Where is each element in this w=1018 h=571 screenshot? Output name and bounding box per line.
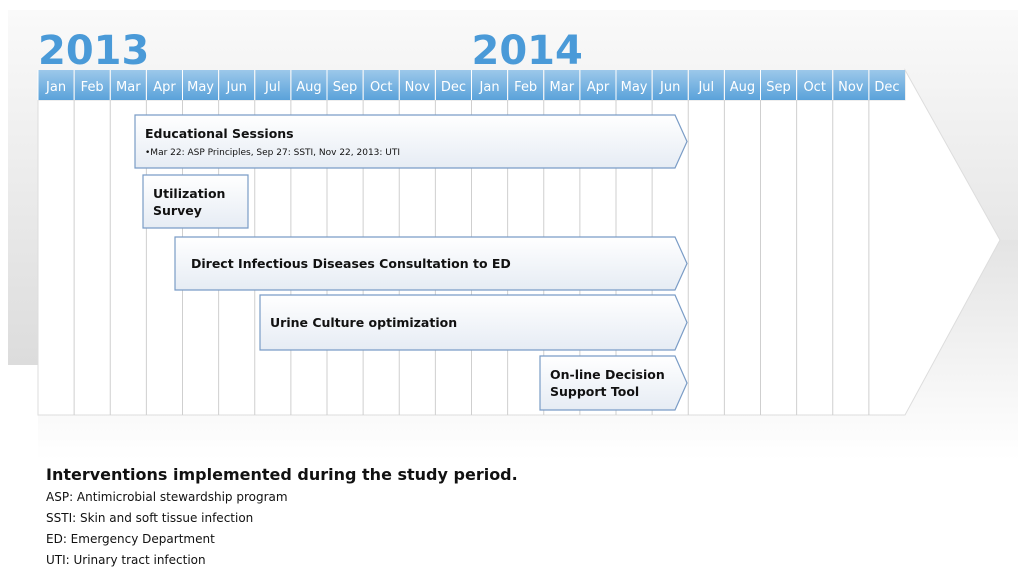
month-label: Mar — [116, 80, 141, 95]
caption-title: Interventions implemented during the stu… — [46, 465, 518, 484]
intervention-bar — [259, 294, 688, 351]
month-label: Apr — [587, 80, 610, 95]
month-label: Mar — [550, 80, 575, 95]
month-label: May — [187, 80, 214, 95]
month-label: Jul — [264, 80, 281, 95]
caption-line: UTI: Urinary tract infection — [46, 553, 206, 567]
caption-line: ED: Emergency Department — [46, 532, 215, 546]
month-label: Sep — [766, 80, 791, 95]
month-label: Feb — [514, 80, 537, 95]
year-label: 2014 — [472, 28, 583, 74]
month-label: Feb — [81, 80, 104, 95]
month-label: Jan — [479, 80, 500, 95]
month-label: Jul — [697, 80, 714, 95]
month-label: Nov — [838, 80, 864, 95]
intervention-bar — [134, 114, 688, 169]
month-label: Aug — [730, 80, 755, 95]
month-label: Jan — [45, 80, 66, 95]
bar-title: Educational Sessions — [145, 126, 294, 141]
month-label: Sep — [333, 80, 358, 95]
month-label: Apr — [153, 80, 176, 95]
intervention-bar — [174, 236, 688, 291]
bar-text: Direct Infectious Diseases Consultation … — [183, 237, 681, 290]
month-label: Nov — [405, 80, 431, 95]
month-label: May — [621, 80, 648, 95]
bar-title: Direct Infectious Diseases Consultation … — [191, 256, 511, 271]
caption-line: SSTI: Skin and soft tissue infection — [46, 511, 254, 525]
intervention-bar — [142, 174, 249, 229]
bar-text: Urine Culture optimization — [268, 295, 675, 350]
month-label: Dec — [874, 80, 899, 95]
bar-title: Utilization Survey — [153, 185, 226, 218]
reflection — [38, 240, 1018, 460]
bar-text: Utilization Survey — [151, 175, 243, 228]
intervention-bar — [539, 355, 688, 411]
month-label: Aug — [296, 80, 321, 95]
month-label: Jun — [226, 80, 247, 95]
month-label: Oct — [803, 80, 825, 95]
bar-title: On-line Decision Support Tool — [550, 367, 665, 399]
month-label: Oct — [370, 80, 392, 95]
month-label: Jun — [659, 80, 680, 95]
bar-text: Educational Sessions •Mar 22: ASP Princip… — [143, 115, 675, 168]
month-label: Dec — [441, 80, 466, 95]
caption-line: ASP: Antimicrobial stewardship program — [46, 490, 288, 504]
bar-title: Urine Culture optimization — [270, 315, 458, 330]
bar-subtitle: •Mar 22: ASP Principles, Sep 27: SSTI, N… — [145, 148, 401, 158]
year-label: 2013 — [38, 28, 149, 74]
bar-text: On-line Decision Support Tool — [548, 356, 670, 410]
